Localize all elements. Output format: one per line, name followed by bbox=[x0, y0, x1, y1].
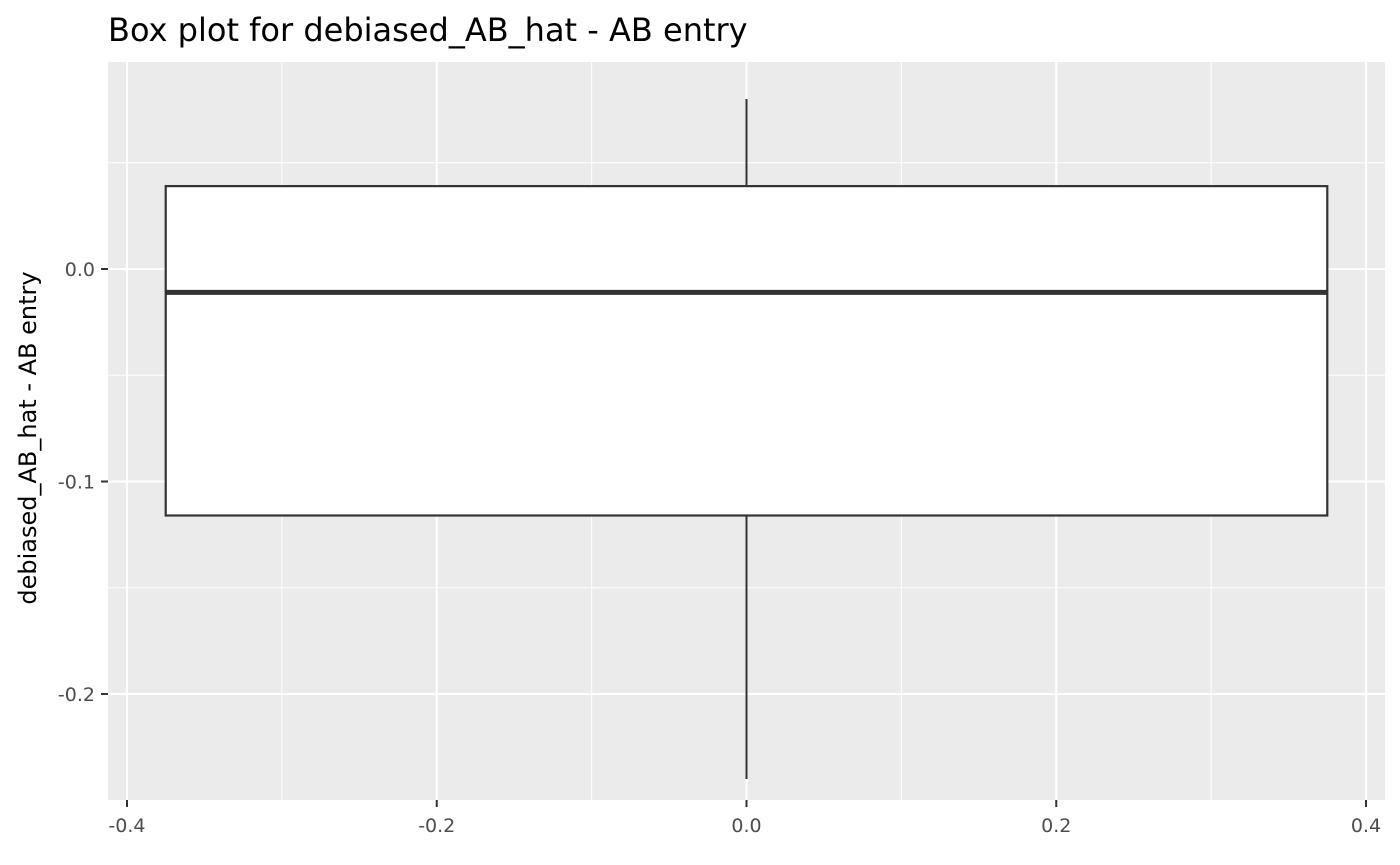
box-iqr bbox=[164, 185, 1329, 517]
y-tick-label-1: -0.1 bbox=[58, 472, 95, 494]
x-axis: -0.4 -0.2 0.0 0.2 0.4 bbox=[108, 800, 1381, 837]
x-tick-label-0: -0.4 bbox=[108, 815, 145, 837]
y-tick-label-2: -0.2 bbox=[58, 684, 95, 706]
y-axis-label: debiased_AB_hat - AB entry bbox=[14, 271, 42, 604]
x-tick-label-3: 0.2 bbox=[1041, 815, 1071, 837]
x-tick-label-1: -0.2 bbox=[418, 815, 455, 837]
y-axis: 0.0 -0.1 -0.2 bbox=[58, 259, 108, 706]
x-tick-label-4: 0.4 bbox=[1351, 815, 1381, 837]
y-tick-label-0: 0.0 bbox=[65, 259, 95, 281]
x-tick-label-2: 0.0 bbox=[731, 815, 761, 837]
chart-title: Box plot for debiased_AB_hat - AB entry bbox=[108, 11, 748, 49]
box-layer bbox=[164, 99, 1329, 779]
